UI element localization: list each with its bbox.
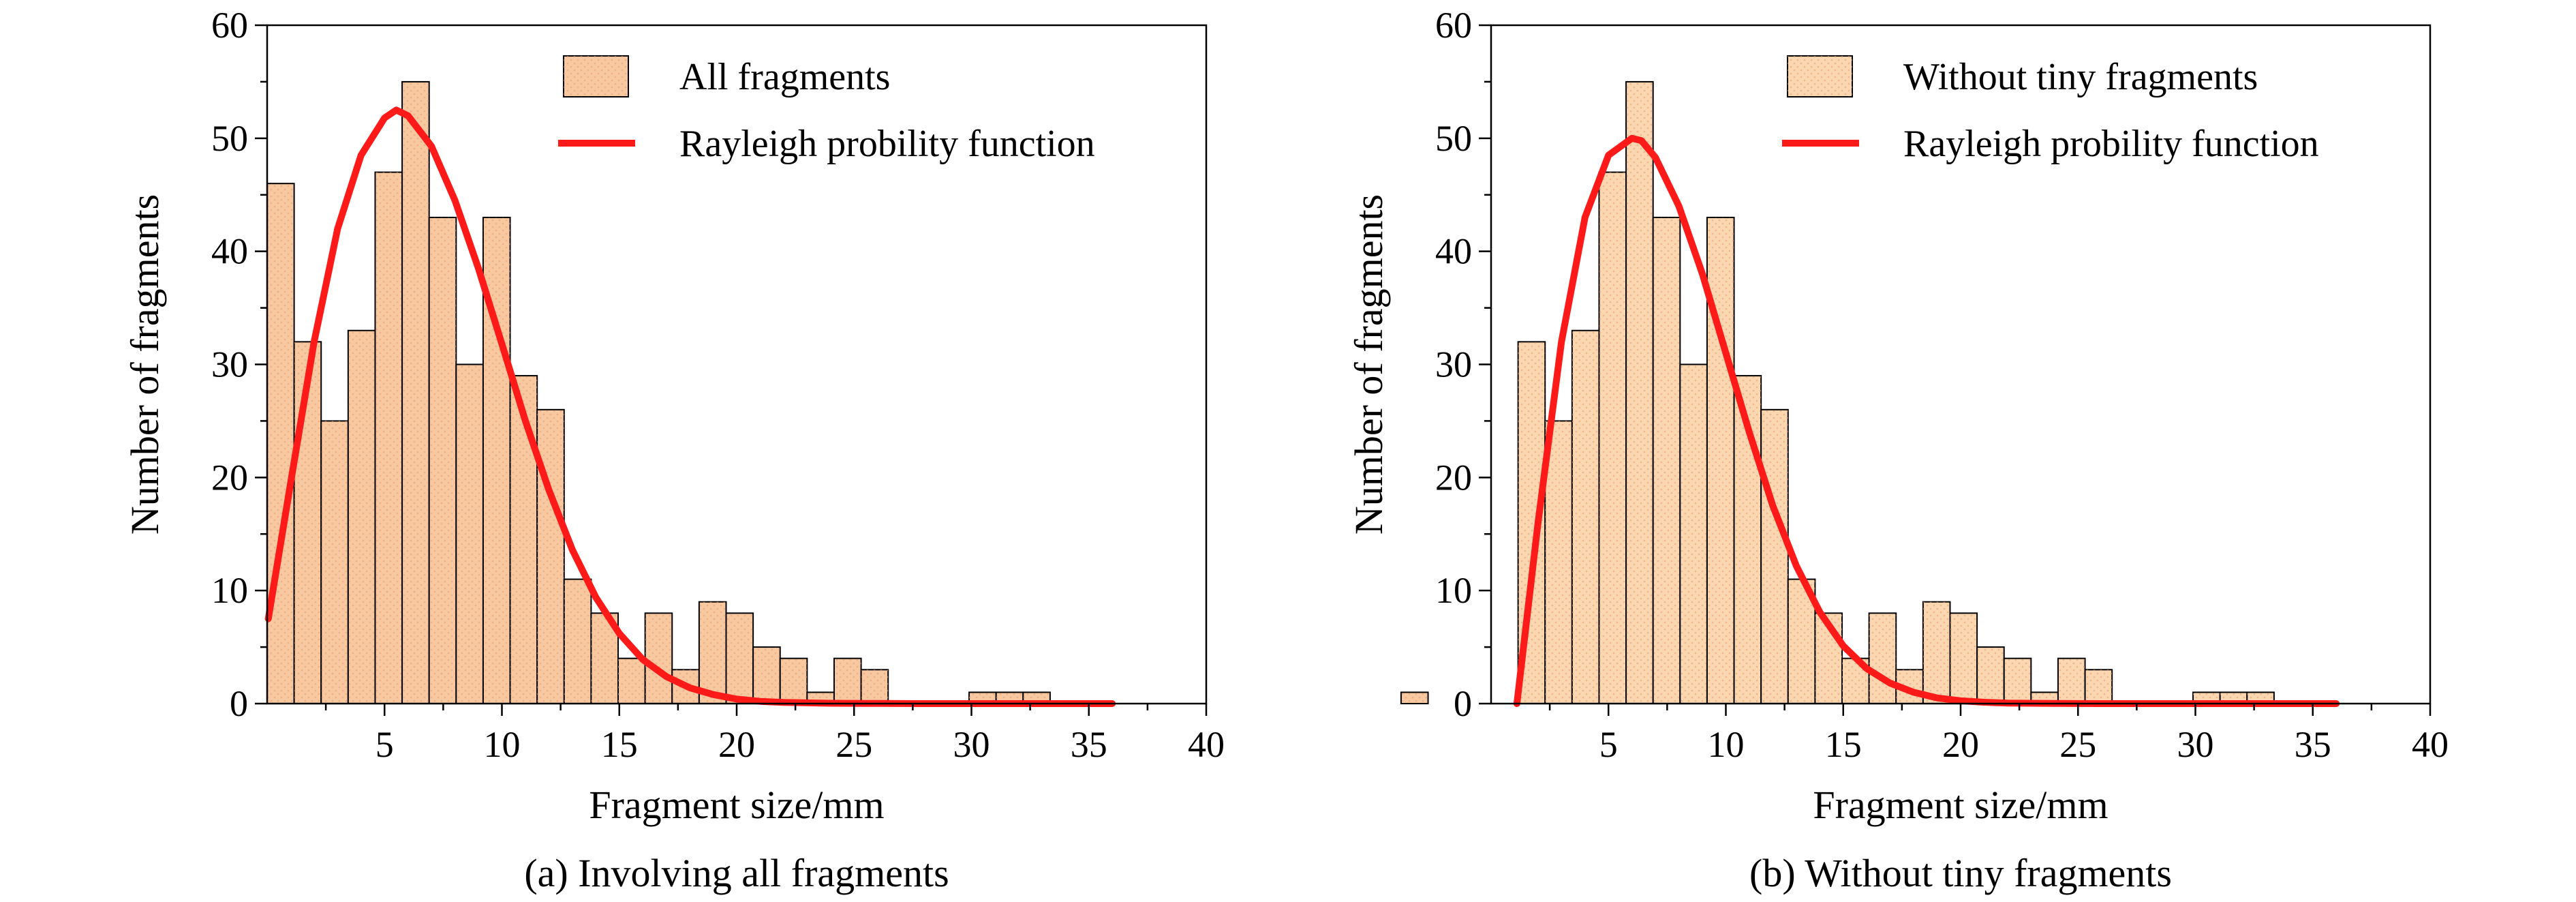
chart-panel-b: 0 10 20 30 40 50 60 5 10 15 20 25 30 35 40 Fragment siz… [1347, 5, 2449, 895]
x-tick-label: 10 [484, 724, 521, 765]
histogram-bar-texture [1922, 601, 1950, 704]
panel-caption: (a) Involving all fragments [524, 851, 949, 895]
y-tick-label: 20 [1435, 457, 1472, 498]
histogram-bar-texture [699, 601, 726, 704]
histogram-bar-texture [1869, 613, 1897, 704]
histogram-bar-texture [861, 670, 889, 704]
histogram-bar-texture [402, 81, 429, 704]
x-tick-label: 20 [718, 724, 755, 765]
legend: All fragments Rayleigh probility function [558, 55, 1095, 165]
x-tick-label: 15 [1825, 724, 1862, 765]
y-tick-label: 40 [1435, 231, 1472, 272]
x-axis-label: Fragment size/mm [589, 783, 884, 827]
y-tick-label: 10 [1435, 570, 1472, 611]
histogram-bar-texture [294, 342, 322, 704]
y-axis-label: Number of fragments [123, 194, 167, 535]
x-tick-label: 15 [601, 724, 638, 765]
histogram-bar-texture [1706, 217, 1734, 704]
histogram-bar-texture [1571, 330, 1599, 704]
histogram-bar-texture [645, 613, 673, 704]
histogram-bar-texture [510, 376, 538, 704]
x-tick-label: 20 [1942, 724, 1979, 765]
y-tick-label: 30 [1435, 344, 1472, 385]
x-tick-label: 40 [1188, 724, 1225, 765]
histogram-bar-texture [780, 658, 808, 704]
x-tick-label: 40 [2412, 724, 2449, 765]
histogram-bar-texture [833, 658, 861, 704]
histogram-bar-texture [1761, 409, 1788, 704]
x-tick-label: 25 [835, 724, 872, 765]
legend-swatch-texture [564, 56, 628, 97]
x-tick-label: 30 [953, 724, 990, 765]
legend-label-histogram: Without tiny fragments [1903, 56, 2258, 98]
histogram-bar-texture [1626, 81, 1653, 704]
histogram-bar-texture [321, 421, 348, 704]
bars [266, 80, 1429, 705]
x-axis-label: Fragment size/mm [1813, 783, 2108, 827]
y-tick-label: 10 [211, 570, 248, 611]
y-tick-label: 0 [230, 683, 248, 724]
x-tick-label: 35 [1071, 724, 1107, 765]
legend-label-curve: Rayleigh probility function [679, 123, 1095, 165]
legend-label-histogram: All fragments [679, 56, 890, 98]
histogram-bar-texture [1653, 217, 1681, 704]
histogram-bar-texture [456, 364, 483, 704]
y-tick-label: 30 [211, 344, 248, 385]
histogram-bar-texture [564, 579, 592, 704]
histogram-bar-texture [2004, 658, 2031, 704]
chart-panel-a: 0 10 20 30 40 50 60 5 10 15 20 25 30 35 40 Fragment siz… [123, 5, 1429, 895]
histogram-bar-texture [2085, 670, 2113, 704]
histogram-bar-texture [375, 172, 403, 704]
y-tick-label: 20 [211, 457, 248, 498]
legend-swatch-texture [1788, 56, 1852, 97]
histogram-bar-texture [726, 613, 754, 704]
histogram-bar-texture [267, 183, 294, 704]
y-tick-label: 0 [1454, 683, 1472, 724]
histogram-bar-texture [1545, 421, 1572, 704]
y-tick-label: 60 [1435, 5, 1472, 46]
y-tick-label: 50 [211, 118, 248, 159]
x-tick-label: 10 [1708, 724, 1745, 765]
histogram-bar-texture [348, 330, 375, 704]
panel-caption: (b) Without tiny fragments [1749, 851, 2172, 895]
y-tick-label: 50 [1435, 118, 1472, 159]
x-tick-label: 5 [1599, 724, 1618, 765]
histogram-bar-texture [618, 658, 645, 704]
x-tick-label: 25 [2059, 724, 2096, 765]
histogram-bar-texture [753, 647, 780, 704]
histogram-bar-texture [2057, 658, 2085, 704]
histogram-bar-texture [1599, 172, 1627, 704]
bars [1517, 80, 2275, 705]
y-tick-label: 60 [211, 5, 248, 46]
x-tick-label: 5 [375, 724, 394, 765]
legend-label-curve: Rayleigh probility function [1903, 123, 2319, 165]
legend: Without tiny fragments Rayleigh probility… [1782, 55, 2319, 165]
x-tick-label: 35 [2295, 724, 2331, 765]
histogram-bar-texture [1977, 647, 2004, 704]
x-tick-label: 30 [2177, 724, 2214, 765]
y-tick-label: 40 [211, 231, 248, 272]
histogram-bar-texture [1400, 692, 1428, 704]
histogram-bar-texture [1950, 613, 1978, 704]
histogram-bar-texture [429, 217, 457, 704]
histogram-bar-texture [1680, 364, 1707, 704]
y-axis-label: Number of fragments [1347, 194, 1391, 535]
histogram-bar-texture [537, 409, 564, 704]
